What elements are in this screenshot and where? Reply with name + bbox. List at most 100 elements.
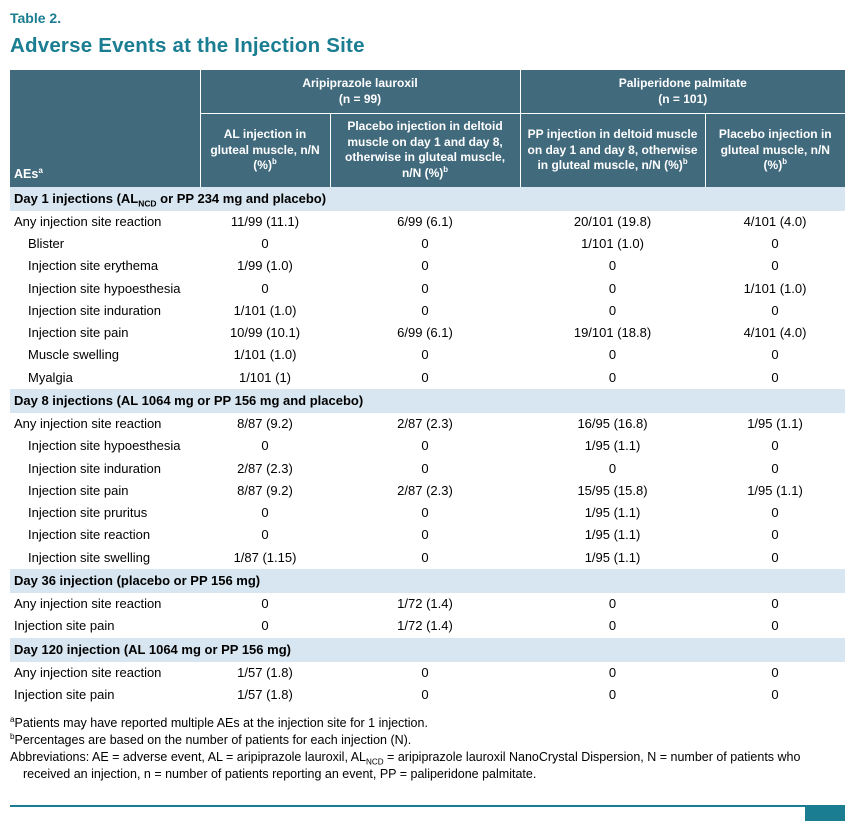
section-header-row: Day 36 injection (placebo or PP 156 mg)	[10, 568, 846, 594]
col-header-text: PP injection in deltoid muscle on day 1 …	[527, 126, 698, 173]
ae-value-cell: 11/99 (11.1)	[230, 213, 300, 229]
ae-value-cell: 10/99 (10.1)	[229, 325, 301, 341]
group-n: (n = 101)	[658, 91, 708, 106]
col-header-text: AL injection in gluteal muscle, n/N (%)	[210, 126, 320, 173]
ae-value-cell: 1/95 (1.1)	[584, 549, 641, 565]
section-header-row: Day 1 injections (ALNCD or PP 234 mg and…	[10, 186, 846, 211]
ae-value-cell: 0	[421, 687, 429, 703]
ae-value-cell: 15/95 (15.8)	[577, 482, 648, 498]
ae-data-row: Blister 0 0 1/101 (1.0) 0	[10, 233, 845, 255]
col-header-superscript: b	[682, 157, 688, 167]
ae-value-cell: 0	[608, 618, 617, 634]
ae-data-row: Injection site hypoesthesia 0 0 1/95 (1.1) 0	[10, 435, 845, 457]
col-header-pp-injection: PP injection in deltoid muscle on day 1 …	[519, 113, 706, 187]
ae-value-cell: 1/101 (1)	[238, 369, 292, 385]
ae-name-cell: Muscle swelling	[28, 347, 120, 363]
group-n: (n = 99)	[338, 91, 382, 106]
ae-value-cell: 1/101 (1.0)	[743, 280, 807, 296]
page-title: Adverse Events at the Injection Site	[10, 34, 365, 57]
section-header-row: Day 120 injection (AL 1064 mg or PP 156 …	[10, 637, 846, 662]
aes-header-text: AEs	[14, 167, 39, 182]
ae-value-cell: 20/101 (19.8)	[573, 213, 652, 229]
abbrev-subscript: NCD	[366, 757, 384, 767]
ae-name-cell: Any injection site reaction	[14, 664, 162, 680]
ae-value-cell: 4/101 (4.0)	[743, 325, 807, 341]
footnote-b-marker: b	[10, 732, 15, 742]
ae-value-cell: 8/87 (9.2)	[237, 416, 293, 432]
col-header-text: Placebo injection in deltoid muscle on d…	[344, 119, 506, 180]
ae-data-row: Injection site induration 1/101 (1.0) 0 0 0	[10, 300, 845, 322]
footnote-b-text: Percentages are based on the number of p…	[14, 733, 412, 748]
ae-data-row: Any injection site reaction 11/99 (11.1) 6…	[10, 211, 845, 233]
col-header-pp-placebo: Placebo injection in gluteal muscle, n/N…	[704, 113, 846, 187]
ae-value-cell: 0	[771, 302, 779, 318]
ae-value-cell: 0	[771, 527, 779, 543]
col-header-superscript: b	[443, 164, 449, 174]
ae-value-cell: 0	[771, 236, 779, 252]
ae-name-cell: Injection site pain	[28, 482, 129, 498]
ae-name-cell: Myalgia	[28, 369, 73, 385]
ae-value-cell: 0	[421, 347, 429, 363]
ae-value-cell: 0	[261, 236, 269, 252]
group-label: Paliperidone palmitate	[618, 76, 747, 90]
ae-value-cell: 0	[421, 258, 429, 274]
ae-data-row: Any injection site reaction 8/87 (9.2) 2/8…	[10, 413, 845, 435]
ae-value-cell: 1/101 (1.0)	[233, 347, 297, 363]
section-header-label: Day 1 injections (ALNCD or PP 234 mg and…	[10, 186, 846, 211]
ae-value-cell: 1/101 (1.0)	[233, 302, 297, 318]
ae-data-row: Injection site reaction 0 0 1/95 (1.1) 0	[10, 524, 845, 546]
ae-name-cell: Any injection site reaction	[14, 213, 162, 229]
ae-value-cell: 0	[771, 505, 779, 521]
table-header: AEsa Aripiprazole lauroxil (n = 99) Pali…	[10, 70, 846, 187]
ae-value-cell: 1/72 (1.4)	[397, 596, 453, 612]
ae-value-cell: 0	[608, 369, 617, 385]
column-header-row: AL injection in gluteal muscle, n/N (%) b…	[10, 113, 846, 187]
ae-value-cell: 0	[421, 438, 429, 454]
ae-value-cell: 0	[421, 302, 429, 318]
ae-data-row: Muscle swelling 1/101 (1.0) 0 0 0	[10, 344, 845, 366]
ae-value-cell: 0	[421, 236, 429, 252]
ae-value-cell: 0	[771, 664, 779, 680]
ae-value-cell: 1/95 (1.1)	[747, 482, 803, 498]
group-header-paliperidone: Paliperidone palmitate (n = 101)	[519, 70, 846, 115]
ae-name-cell: Injection site pain	[14, 618, 115, 634]
ae-name-cell: Blister	[28, 236, 65, 252]
ae-name-cell: Injection site erythema	[28, 258, 159, 274]
ae-value-cell: 0	[608, 687, 617, 703]
ae-name-cell: Injection site pain	[28, 325, 129, 341]
ae-value-cell: 0	[608, 347, 617, 363]
ae-value-cell: 0	[421, 369, 429, 385]
ae-name-cell: Any injection site reaction	[14, 596, 162, 612]
ae-data-row: Injection site pain 1/57 (1.8) 0 0 0	[10, 684, 845, 706]
ae-value-cell: 2/87 (2.3)	[237, 460, 293, 476]
ae-name-cell: Injection site swelling	[28, 549, 151, 565]
ae-value-cell: 1/57 (1.8)	[237, 687, 293, 703]
group-label: Aripiprazole lauroxil	[302, 76, 418, 90]
ae-value-cell: 0	[771, 687, 779, 703]
abbrev-text-post: = aripiprazole lauroxil NanoCrystal Disp…	[23, 750, 801, 781]
aes-column-header: AEsa	[10, 70, 200, 187]
ae-value-cell: 19/101 (18.8)	[573, 325, 652, 341]
ae-value-cell: 4/101 (4.0)	[743, 213, 807, 229]
abbrev-text-pre: Abbreviations: AE = adverse event, AL = …	[10, 750, 366, 765]
ae-value-cell: 1/95 (1.1)	[747, 416, 803, 432]
ae-data-row: Injection site hypoesthesia 0 0 0 1/101 (1.0…	[10, 278, 845, 300]
ae-value-cell: 0	[608, 596, 617, 612]
ae-value-cell: 1/87 (1.15)	[233, 549, 297, 565]
ae-name-cell: Injection site pain	[14, 687, 115, 703]
ae-name-cell: Injection site induration	[28, 302, 161, 318]
footnote-a-text: Patients may have reported multiple AEs …	[14, 716, 428, 731]
ae-name-cell: Any injection site reaction	[14, 416, 162, 432]
ae-value-cell: 1/57 (1.8)	[237, 664, 293, 680]
ae-value-cell: 1/72 (1.4)	[397, 618, 453, 634]
footnote-a: aPatients may have reported multiple AEs…	[10, 715, 845, 732]
ae-value-cell: 0	[421, 505, 429, 521]
ae-data-row: Any injection site reaction 1/57 (1.8) 0 0 0	[10, 662, 845, 684]
col-header-al-placebo: Placebo injection in deltoid muscle on d…	[329, 113, 521, 187]
footer-tab	[805, 807, 845, 821]
ae-value-cell: 8/87 (9.2)	[237, 482, 293, 498]
ae-value-cell: 0	[261, 618, 269, 634]
footer-rule	[10, 805, 845, 807]
section-header-label: Day 36 injection (placebo or PP 156 mg)	[10, 568, 846, 594]
ae-value-cell: 0	[421, 460, 429, 476]
